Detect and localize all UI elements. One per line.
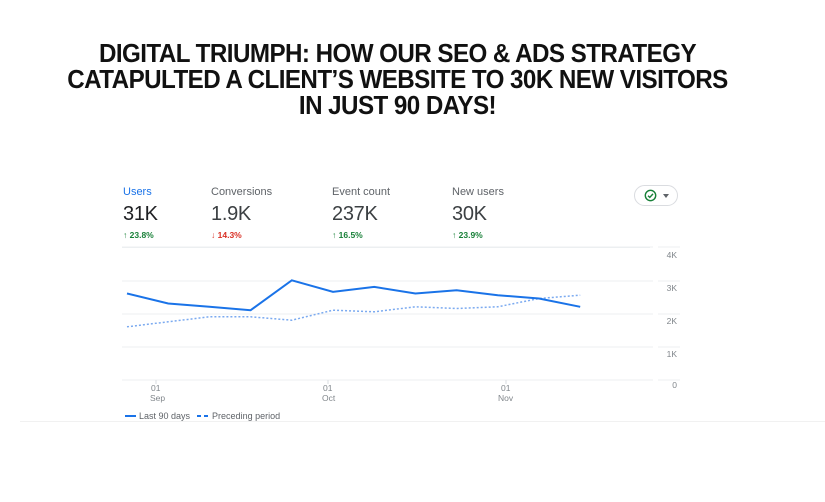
metric-label: Event count — [332, 186, 391, 198]
metric-tab-users[interactable]: Users 31K ↑ 23.8% — [123, 186, 158, 240]
x-axis-labels: 01 Sep 01 Oct 01 Nov — [150, 380, 514, 403]
series-preceding-period — [126, 294, 581, 328]
metric-value: 237K — [332, 203, 378, 225]
y-axis-labels: 4K 3K 2K 1K 0 — [667, 250, 678, 390]
headline: DIGITAL TRIUMPH: HOW OUR SEO & ADS STRAT… — [28, 40, 767, 118]
headline-line-1: DIGITAL TRIUMPH: HOW OUR SEO & ADS STRAT… — [98, 38, 697, 68]
svg-text:0: 0 — [672, 380, 677, 390]
svg-text:Nov: Nov — [498, 393, 514, 403]
metric-label: Users — [123, 186, 152, 198]
metric-label: Conversions — [211, 186, 273, 198]
headline-line-3: IN JUST 90 DAYS! — [298, 90, 497, 120]
metric-delta: ↑ 23.9% — [452, 230, 483, 240]
legend-label-last-90-days: Last 90 days — [139, 411, 191, 421]
analytics-card: Users 31K ↑ 23.8% Conversions 1.9K ↓ 14.… — [105, 170, 825, 422]
arrow-down-icon: ↓ — [211, 230, 216, 240]
svg-text:01: 01 — [323, 383, 333, 393]
svg-text:Oct: Oct — [322, 393, 336, 403]
arrow-up-icon: ↑ — [332, 230, 337, 240]
card-bottom-edge — [20, 421, 825, 422]
legend-label-preceding-period: Preceding period — [212, 411, 281, 421]
svg-text:2K: 2K — [667, 316, 678, 326]
metric-delta: ↑ 23.8% — [123, 230, 154, 240]
svg-text:Sep: Sep — [150, 393, 165, 403]
metric-value: 1.9K — [211, 203, 251, 225]
check-circle-icon — [644, 189, 656, 202]
chart-legend: Last 90 days Preceding period — [125, 411, 280, 421]
metric-tab-new-users[interactable]: New users 30K ↑ 23.9% — [452, 186, 504, 240]
metric-label: New users — [452, 186, 504, 198]
svg-text:01: 01 — [151, 383, 161, 393]
metric-value: 31K — [123, 203, 158, 225]
svg-text:4K: 4K — [667, 250, 678, 260]
metric-delta: ↑ 16.5% — [332, 230, 363, 240]
line-chart: 4K 3K 2K 1K 0 01 Sep 01 Oct 01 Nov — [122, 246, 680, 403]
series-last-90-days — [126, 279, 581, 312]
metric-tab-event-count[interactable]: Event count 237K ↑ 16.5% — [332, 186, 390, 240]
arrow-up-icon: ↑ — [452, 230, 457, 240]
compare-dropdown-button[interactable] — [634, 185, 678, 206]
arrow-up-icon: ↑ — [123, 230, 128, 240]
caret-down-icon — [662, 193, 669, 198]
svg-text:01: 01 — [501, 383, 511, 393]
svg-text:3K: 3K — [667, 283, 678, 293]
metric-tab-conversions[interactable]: Conversions 1.9K ↓ 14.3% — [211, 186, 272, 240]
legend-dashed-swatch — [197, 415, 209, 417]
metric-delta: ↓ 14.3% — [211, 230, 242, 240]
svg-text:1K: 1K — [667, 349, 678, 359]
headline-line-2: CATAPULTED A CLIENT’S WEBSITE TO 30K NEW… — [67, 64, 728, 94]
metric-value: 30K — [452, 203, 487, 225]
gridlines — [122, 246, 680, 381]
legend-solid-swatch — [125, 415, 136, 417]
